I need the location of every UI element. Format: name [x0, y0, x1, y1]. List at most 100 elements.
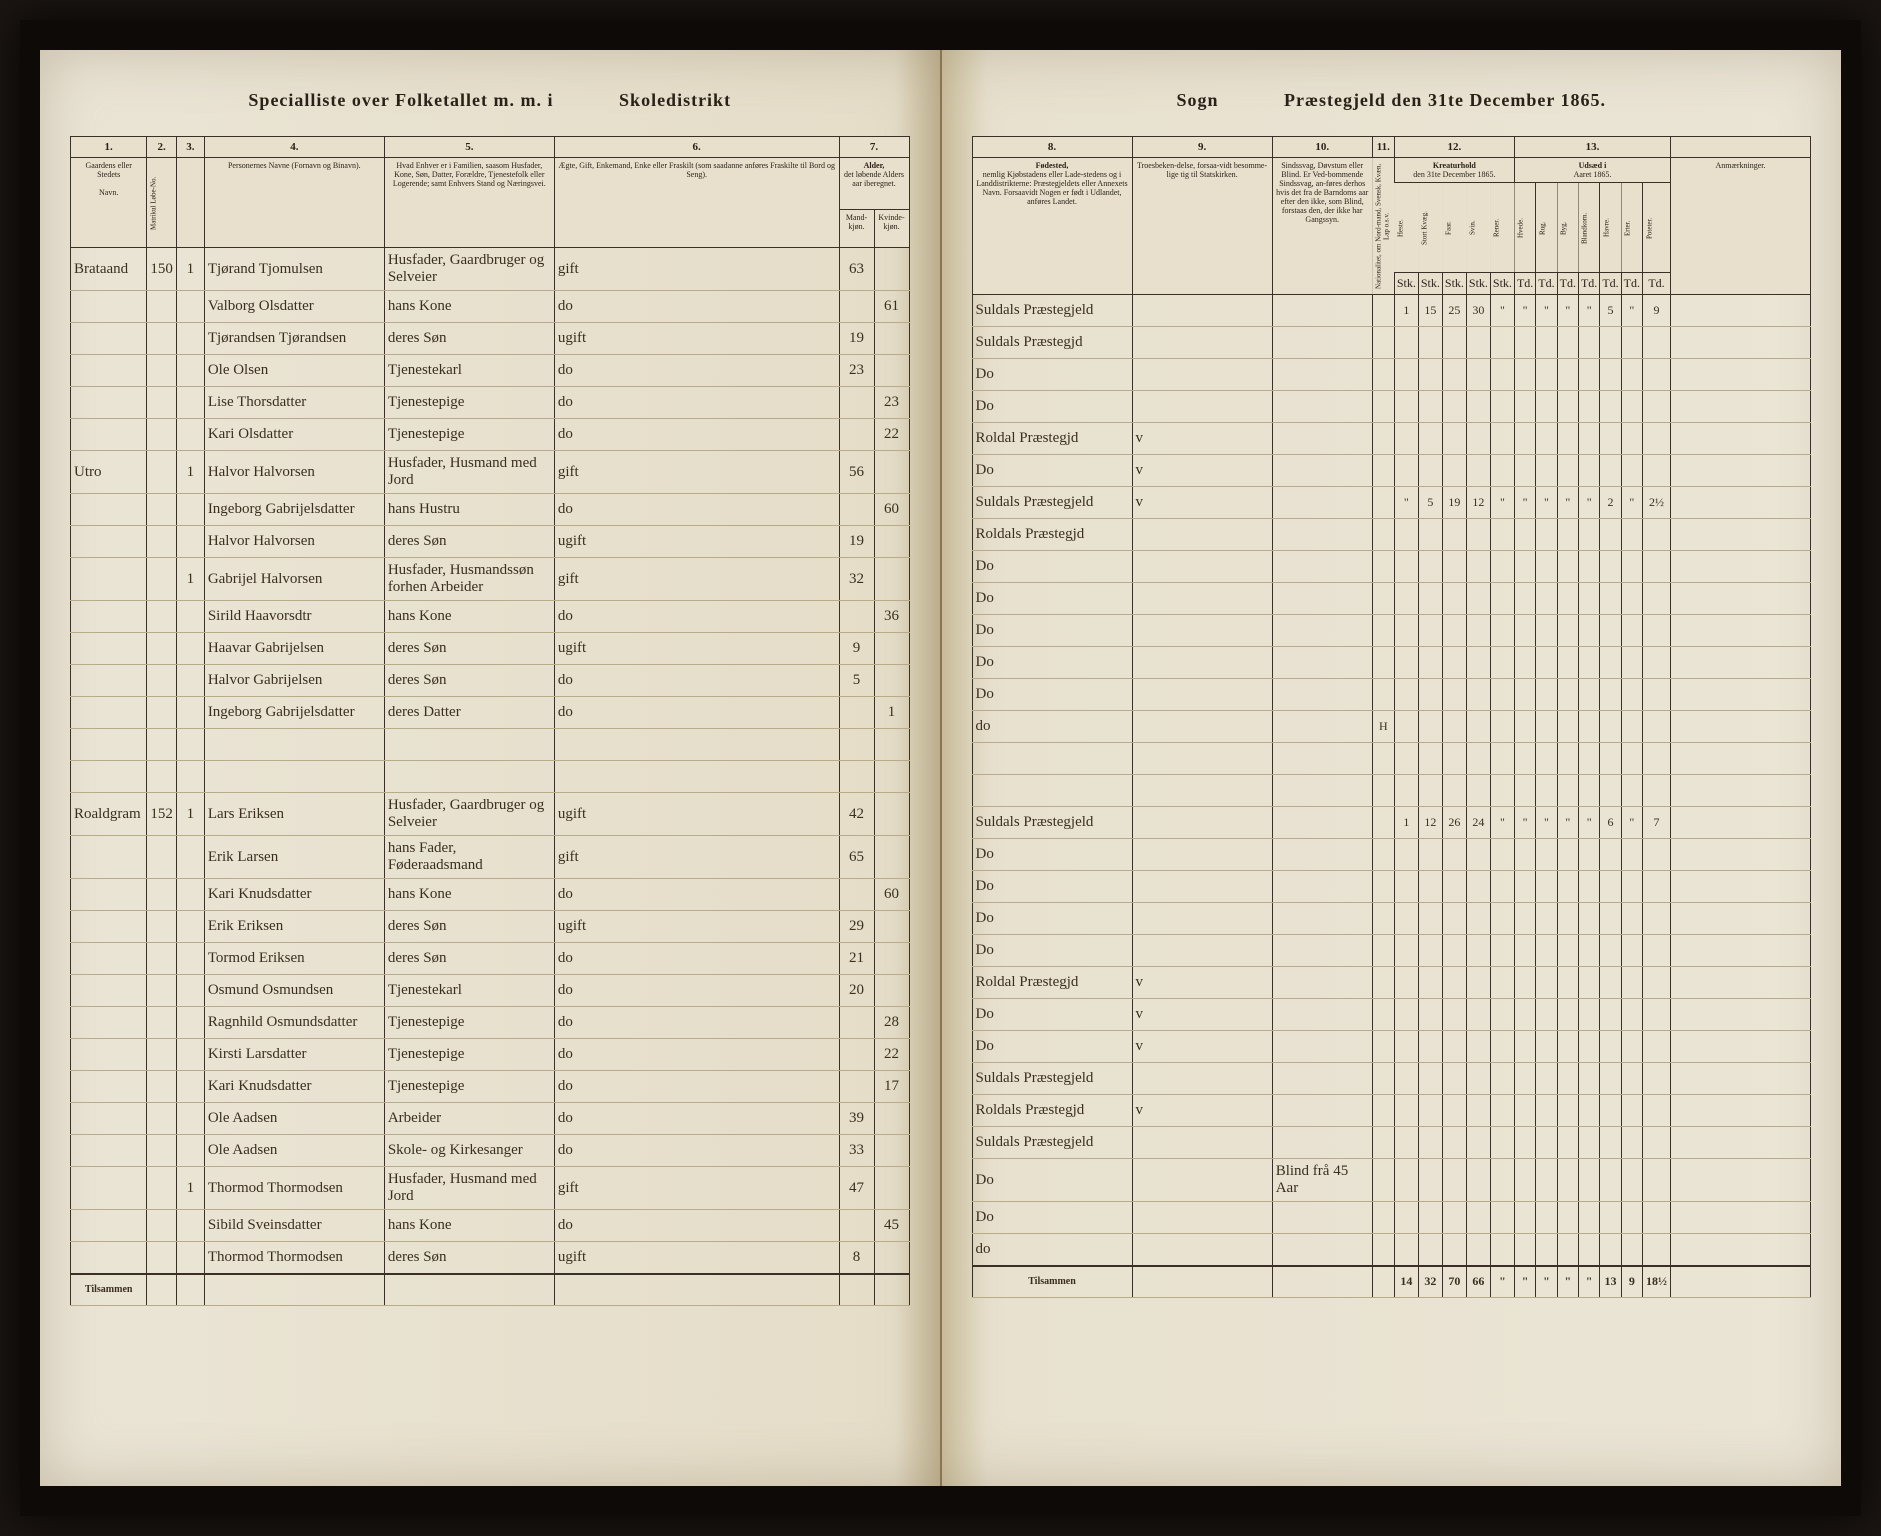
cell-m: 19	[839, 526, 874, 558]
cell-rel	[1132, 711, 1272, 743]
table-row: Tormod Eriksenderes Søndo21	[71, 943, 910, 975]
cell-nat	[1372, 455, 1394, 487]
cell-name: Lars Eriksen	[204, 793, 384, 836]
cell-occ: Tjenestepige	[384, 1071, 554, 1103]
cell-civ: do	[554, 697, 839, 729]
table-row: Sibild Sveinsdatterhans Konedo45	[71, 1210, 910, 1242]
cell-rel	[1132, 391, 1272, 423]
cell-sind	[1272, 903, 1372, 935]
cell-m: 65	[839, 836, 874, 879]
cell-k	[874, 729, 909, 761]
cell-mat	[147, 355, 177, 387]
col-2: 2.	[147, 137, 177, 158]
cell-mat	[147, 943, 177, 975]
cell-civ: gift	[554, 248, 839, 291]
cell-birth: Roldals Præstegjd	[972, 519, 1132, 551]
table-row: Osmund OsmundsenTjenestekarldo20	[71, 975, 910, 1007]
title-right-2: Præstegjeld den 31te December 1865.	[1284, 90, 1606, 110]
cell-birth: Suldals Præstegjeld	[972, 1063, 1132, 1095]
cell-k	[874, 975, 909, 1007]
cell-mat	[147, 494, 177, 526]
cell-sind	[1272, 1234, 1372, 1266]
cell-occ: Tjenestepige	[384, 387, 554, 419]
cell-occ: Tjenestepige	[384, 419, 554, 451]
cell-m: 9	[839, 633, 874, 665]
cell-p	[176, 1103, 204, 1135]
h-no	[176, 158, 204, 248]
cell-mat	[147, 387, 177, 419]
cell-nat	[1372, 1063, 1394, 1095]
cell-birth: Do	[972, 679, 1132, 711]
cell-name: Kari Olsdatter	[204, 419, 384, 451]
cell-occ: hans Kone	[384, 1210, 554, 1242]
cell-rel: v	[1132, 967, 1272, 999]
table-row: 1Gabrijel HalvorsenHusfader, Husmandssøn…	[71, 558, 910, 601]
cell-p	[176, 879, 204, 911]
cell-civ: do	[554, 879, 839, 911]
cell-gaard	[71, 1167, 147, 1210]
cell-birth: Suldals Præstegjeld	[972, 807, 1132, 839]
right-header: Sogn Præstegjeld den 31te December 1865.	[972, 90, 1812, 111]
title-left-2: Skoledistrikt	[619, 90, 731, 110]
cell-gaard	[71, 697, 147, 729]
cell-p	[176, 291, 204, 323]
cell-p	[176, 1210, 204, 1242]
cell-mat	[147, 1167, 177, 1210]
cell-mat	[147, 1039, 177, 1071]
cell-nat	[1372, 967, 1394, 999]
cell-gaard	[71, 1071, 147, 1103]
cell-rel: v	[1132, 455, 1272, 487]
table-row: Do	[972, 679, 1811, 711]
cell-k	[874, 633, 909, 665]
cell-nat	[1372, 391, 1394, 423]
cell-civ: do	[554, 291, 839, 323]
col-9: 9.	[1132, 137, 1272, 158]
cell-gaard	[71, 633, 147, 665]
cell-civ: ugift	[554, 323, 839, 355]
table-row: Haavar Gabrijelsenderes Sønugift9	[71, 633, 910, 665]
cell-nat	[1372, 775, 1394, 807]
cell-occ: Husfader, Husmand med Jord	[384, 451, 554, 494]
cell-k	[874, 836, 909, 879]
table-row: Dov	[972, 1031, 1811, 1063]
cell-k: 36	[874, 601, 909, 633]
h-matrikul: Matrikul Løbe-No.	[147, 158, 177, 248]
cell-sind	[1272, 1127, 1372, 1159]
cell-k	[874, 323, 909, 355]
cell-occ: Tjenestepige	[384, 1007, 554, 1039]
table-row: Halvor Gabrijelsenderes Søndo5	[71, 665, 910, 697]
cell-sind	[1272, 775, 1372, 807]
cell-p	[176, 1007, 204, 1039]
cell-birth: Suldals Præstegjeld	[972, 1127, 1132, 1159]
table-row: Ingeborg Gabrijelsdatterderes Datterdo1	[71, 697, 910, 729]
cell-birth: Do	[972, 871, 1132, 903]
cell-m	[839, 1071, 874, 1103]
h-alder: Alder, det løbende Alders aar iberegnet.	[839, 158, 909, 210]
cell-name: Tormod Eriksen	[204, 943, 384, 975]
cell-p	[176, 526, 204, 558]
cell-p	[176, 836, 204, 879]
table-row: Roldal Præstegjdv	[972, 423, 1811, 455]
cell-m	[839, 387, 874, 419]
cell-sind	[1272, 551, 1372, 583]
cell-civ: ugift	[554, 526, 839, 558]
cell-rel	[1132, 359, 1272, 391]
col-12: 12.	[1394, 137, 1514, 158]
cell-k: 28	[874, 1007, 909, 1039]
cell-mat	[147, 1242, 177, 1274]
col-5: 5.	[384, 137, 554, 158]
cell-k	[874, 355, 909, 387]
cell-p	[176, 1242, 204, 1274]
cell-name: Lise Thorsdatter	[204, 387, 384, 419]
cell-occ: deres Søn	[384, 943, 554, 975]
table-row: doH	[972, 711, 1811, 743]
cell-sind	[1272, 1202, 1372, 1234]
col-7: 7.	[839, 137, 909, 158]
col-6: 6.	[554, 137, 839, 158]
cell-m: 47	[839, 1167, 874, 1210]
cell-occ: hans Kone	[384, 601, 554, 633]
cell-sind	[1272, 455, 1372, 487]
cell-occ: hans Kone	[384, 879, 554, 911]
cell-sind	[1272, 647, 1372, 679]
cell-name	[204, 761, 384, 793]
